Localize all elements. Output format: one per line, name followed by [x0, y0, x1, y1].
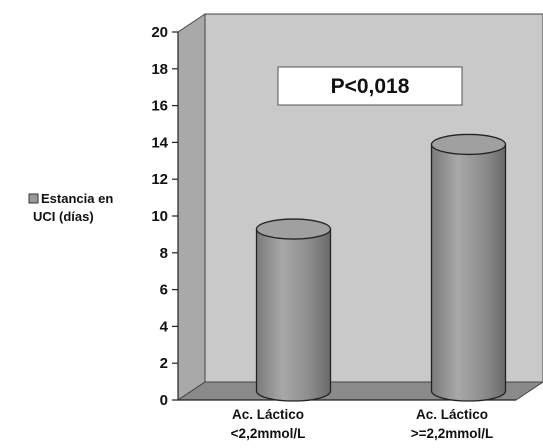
- y-tick-label: 20: [151, 24, 168, 41]
- y-tick-label: 12: [151, 171, 168, 188]
- x-category-label: <2,2mmol/L: [231, 426, 306, 441]
- bar-2-top: [430, 133, 507, 156]
- legend-swatch: [28, 193, 39, 204]
- plot-side-wall: [177, 13, 206, 401]
- y-tick-label: 10: [151, 208, 168, 225]
- x-category-label: Ac. Láctico: [232, 407, 304, 422]
- bar-2-body: [430, 143, 507, 402]
- y-tick-label: 18: [151, 61, 168, 78]
- legend-label-line-1: Estancia en: [41, 191, 113, 206]
- bar-1: [255, 218, 332, 402]
- y-tick-label: 8: [160, 245, 168, 262]
- x-category-label: >=2,2mmol/L: [411, 426, 494, 441]
- y-tick-label: 6: [160, 282, 168, 299]
- p-value-box: [277, 66, 463, 106]
- bar-1-top: [255, 218, 332, 240]
- p-value-annotation: P<0,018: [331, 75, 410, 98]
- y-tick-label: 2: [160, 355, 168, 372]
- y-tick-label: 14: [151, 134, 168, 151]
- x-category-label: Ac. Láctico: [416, 407, 488, 422]
- legend-label-line-2: UCI (días): [33, 209, 94, 224]
- y-tick-label: 16: [151, 98, 168, 115]
- bar-1-body: [255, 228, 332, 402]
- y-tick-label: 0: [160, 392, 168, 409]
- bar-2: [430, 133, 507, 402]
- y-tick-label: 4: [160, 318, 169, 335]
